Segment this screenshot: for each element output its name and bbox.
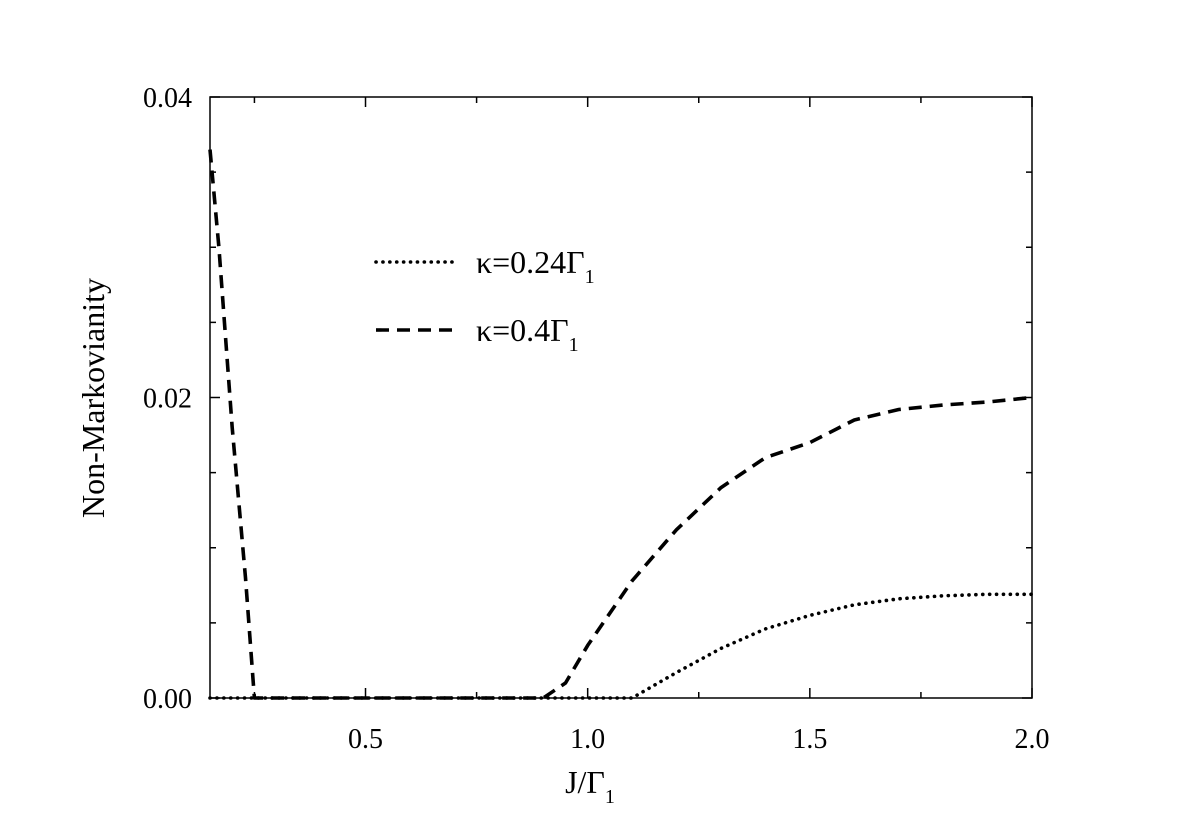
axis-ticks bbox=[210, 96, 1033, 699]
legend: κ=0.24Γ1 κ=0.4Γ1 bbox=[374, 244, 595, 356]
y-axis-label: Non-Markovianity bbox=[75, 278, 111, 518]
series-line-dotted bbox=[208, 592, 1034, 700]
legend-label-dashed: κ=0.4Γ1 bbox=[476, 312, 579, 356]
series-layer bbox=[208, 149, 1034, 700]
axis-tick-labels: 0.5 1.0 1.5 2.0 0.00 0.02 0.04 bbox=[143, 83, 1050, 755]
y-tick-label: 0.00 bbox=[143, 684, 192, 715]
x-axis-label: J/Γ1 bbox=[565, 764, 615, 808]
plot-frame bbox=[209, 96, 1033, 699]
x-tick-label: 1.5 bbox=[792, 724, 827, 755]
y-tick-label: 0.04 bbox=[143, 83, 192, 114]
y-tick-label: 0.02 bbox=[143, 384, 192, 415]
legend-label-dotted: κ=0.24Γ1 bbox=[476, 244, 595, 288]
x-tick-label: 0.5 bbox=[348, 724, 383, 755]
series-line-dashed bbox=[208, 149, 1033, 700]
x-tick-label: 2.0 bbox=[1015, 724, 1050, 755]
x-tick-label: 1.0 bbox=[570, 724, 605, 755]
